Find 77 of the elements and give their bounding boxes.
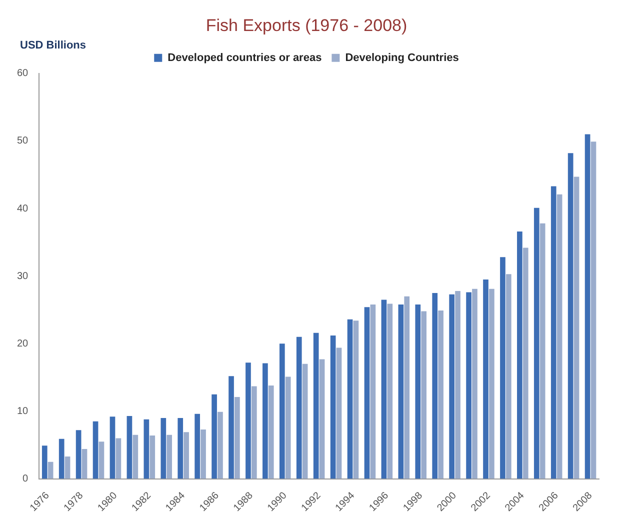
- bar: [116, 438, 122, 479]
- bar: [200, 429, 206, 479]
- bar: [330, 336, 336, 479]
- bar: [574, 176, 580, 479]
- bar: [347, 319, 353, 479]
- y-tick-label: 50: [17, 136, 29, 147]
- bar: [387, 304, 393, 479]
- bar: [540, 223, 546, 479]
- bar: [58, 438, 64, 479]
- bar: [166, 434, 172, 479]
- bar: [432, 292, 438, 479]
- bar: [421, 311, 426, 479]
- bar: [550, 186, 556, 479]
- bar: [42, 446, 48, 479]
- bar: [370, 304, 376, 479]
- bar: [472, 288, 478, 479]
- bar: [218, 412, 223, 479]
- bar: [556, 194, 562, 479]
- bar: [353, 320, 359, 479]
- bar: [132, 434, 138, 479]
- bar: [64, 456, 70, 479]
- y-tick-label: 20: [17, 338, 29, 350]
- bar: [489, 288, 494, 479]
- bar: [302, 364, 308, 479]
- bar: [506, 274, 512, 479]
- y-tick-label: 40: [17, 203, 29, 214]
- bar: [246, 362, 251, 479]
- y-tick-label: 10: [17, 406, 29, 417]
- bar: [466, 292, 472, 479]
- y-tick-label: 0: [22, 474, 29, 485]
- bar: [404, 296, 410, 479]
- bar: [584, 134, 590, 479]
- bar: [517, 232, 522, 479]
- bar: [279, 344, 285, 479]
- bar: [438, 310, 444, 479]
- y-tick-label: 30: [17, 270, 29, 282]
- y-axis-title: USD Billions: [20, 39, 86, 52]
- bar: [590, 142, 596, 479]
- bar: [178, 418, 184, 479]
- y-tick-label: 60: [17, 68, 29, 80]
- bar: [98, 442, 104, 479]
- bar: [398, 304, 404, 479]
- bar: [522, 248, 528, 479]
- bar: [194, 414, 200, 479]
- bar: [144, 419, 150, 479]
- bar: [364, 307, 370, 479]
- bar: [110, 416, 116, 479]
- bar: [268, 386, 274, 479]
- bar: [234, 397, 240, 479]
- bar: [381, 300, 387, 479]
- bar: [262, 363, 268, 479]
- legend-label: Developed countries or areas: [168, 52, 322, 64]
- bar: [82, 449, 88, 479]
- bar: [449, 294, 454, 479]
- bar: [568, 153, 574, 479]
- bar: [184, 432, 189, 479]
- bar: [500, 257, 506, 479]
- bar: [313, 332, 319, 479]
- bar: [285, 376, 291, 479]
- legend-label: Developing Countries: [345, 52, 459, 64]
- bar: [92, 421, 98, 479]
- bar: [336, 348, 342, 479]
- bar: [150, 436, 156, 479]
- bar: [296, 336, 302, 479]
- bar: [228, 376, 234, 479]
- chart-title: Fish Exports (1976 - 2008): [206, 16, 408, 35]
- bar: [212, 394, 217, 479]
- bar: [319, 359, 325, 479]
- bar: [126, 416, 132, 479]
- bar: [251, 386, 257, 479]
- bar: [160, 418, 166, 479]
- bar: [415, 304, 421, 479]
- bar: [455, 290, 460, 479]
- bar: [483, 279, 488, 479]
- bar: [48, 462, 54, 479]
- bar: [534, 208, 540, 479]
- bar: [76, 430, 82, 479]
